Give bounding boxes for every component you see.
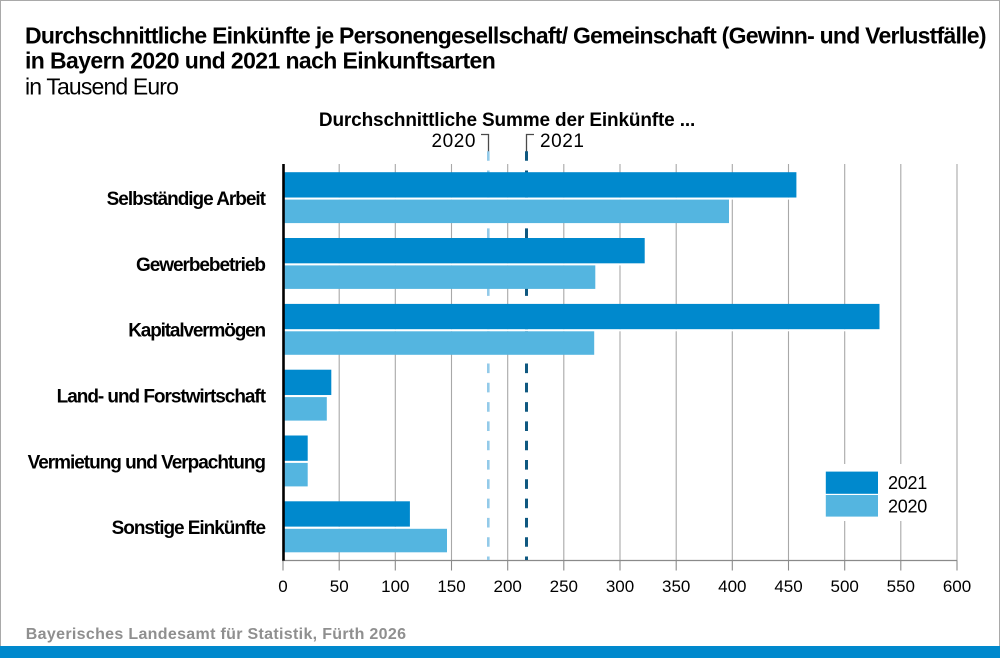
svg-text:Sonstige Einkünfte: Sonstige Einkünfte [112, 518, 266, 539]
svg-text:Bayerisches Landesamt für Stat: Bayerisches Landesamt für Statistik, Für… [26, 626, 407, 643]
svg-text:150: 150 [437, 577, 465, 596]
svg-text:in Bayern 2020 und 2021 nach E: in Bayern 2020 und 2021 nach Einkunftsar… [25, 48, 495, 74]
svg-text:600: 600 [943, 577, 971, 596]
svg-text:2021: 2021 [888, 473, 927, 493]
svg-text:Selbständige Arbeit: Selbständige Arbeit [107, 189, 267, 210]
svg-text:400: 400 [718, 577, 746, 596]
svg-text:Gewerbebetrieb: Gewerbebetrieb [136, 255, 265, 276]
svg-text:2020: 2020 [432, 131, 476, 152]
svg-text:200: 200 [494, 577, 522, 596]
svg-text:2021: 2021 [540, 131, 584, 152]
svg-text:0: 0 [278, 577, 287, 596]
svg-text:250: 250 [550, 577, 578, 596]
svg-text:50: 50 [330, 577, 349, 596]
svg-text:Durchschnittliche Summe der Ei: Durchschnittliche Summe der Einkünfte ..… [319, 110, 695, 131]
svg-text:2020: 2020 [888, 496, 927, 516]
svg-text:500: 500 [831, 577, 859, 596]
svg-text:Land- und Forstwirtschaft: Land- und Forstwirtschaft [57, 387, 267, 408]
svg-text:350: 350 [662, 577, 690, 596]
svg-text:550: 550 [887, 577, 915, 596]
svg-text:300: 300 [606, 577, 634, 596]
svg-text:in Tausend Euro: in Tausend Euro [25, 74, 178, 100]
svg-text:Vermietung und Verpachtung: Vermietung und Verpachtung [28, 452, 266, 473]
svg-text:Kapitalvermögen: Kapitalvermögen [128, 321, 265, 342]
svg-text:450: 450 [774, 577, 802, 596]
svg-text:100: 100 [381, 577, 409, 596]
svg-text:Durchschnittliche Einkünfte je: Durchschnittliche Einkünfte je Personeng… [25, 23, 986, 49]
